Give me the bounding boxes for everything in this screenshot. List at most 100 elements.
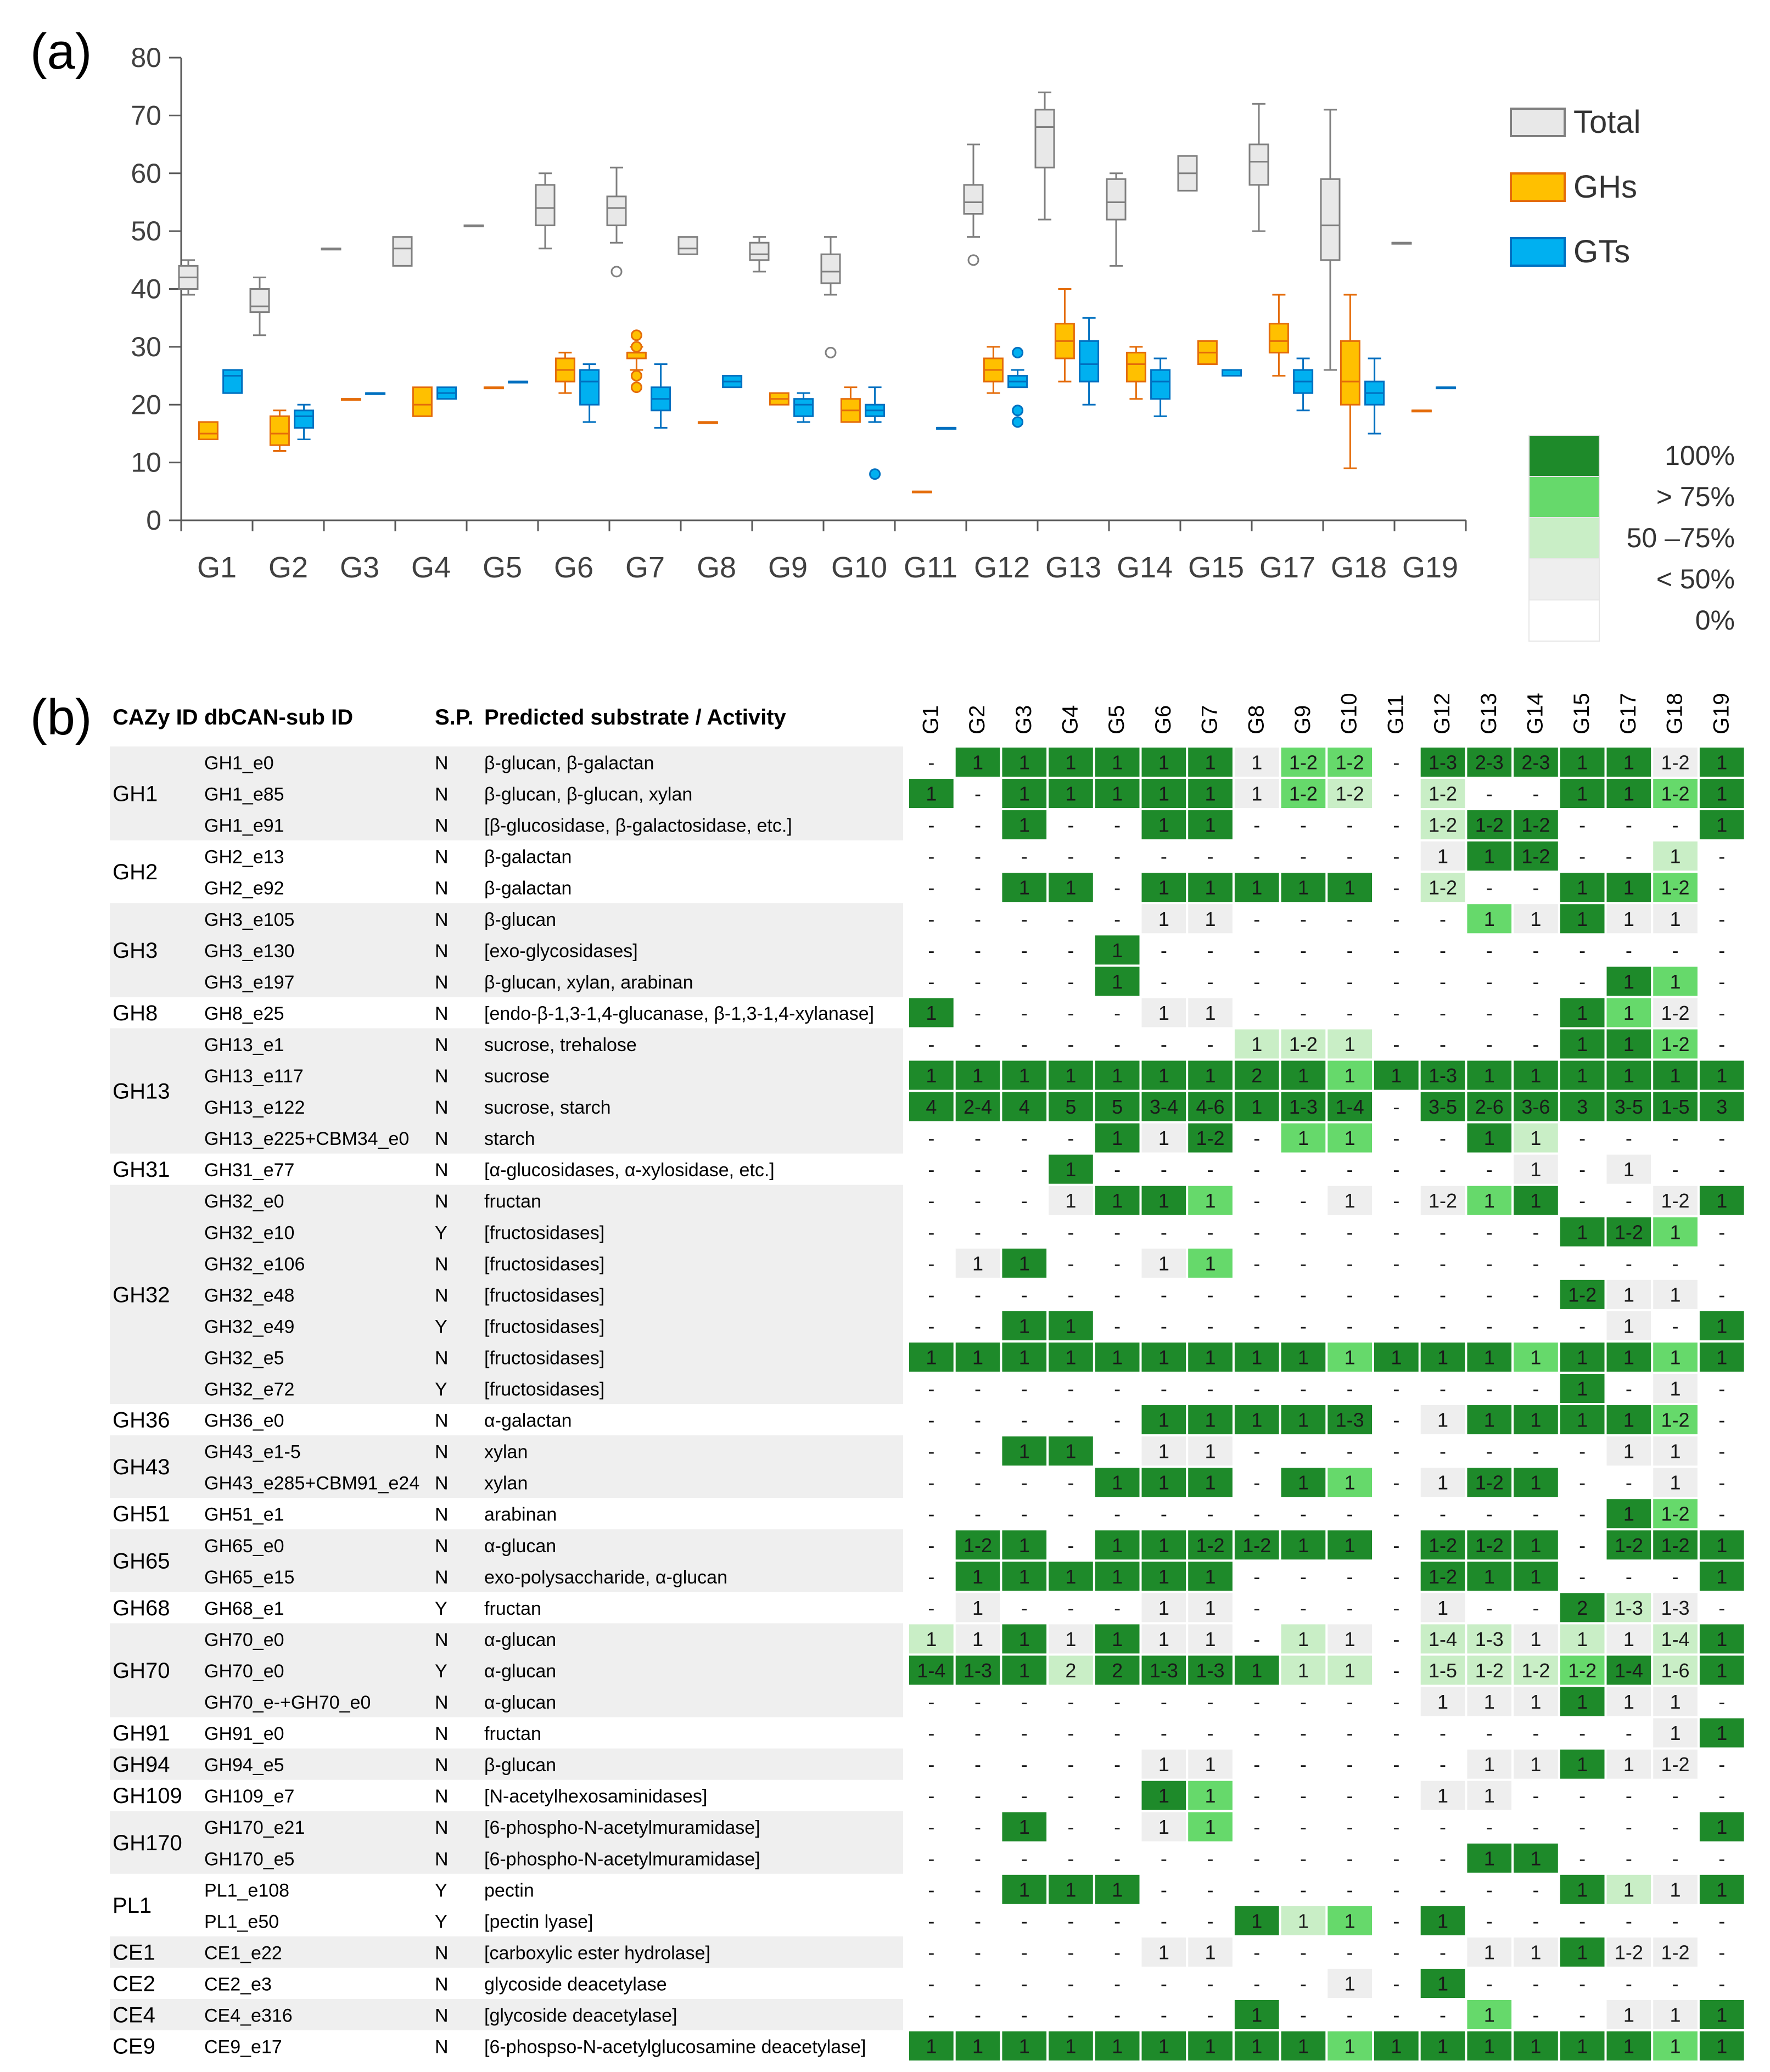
cell-value: -	[974, 1691, 981, 1713]
cell-value: 1	[1623, 877, 1634, 899]
cell-value: -	[1718, 1784, 1725, 1807]
row-substrate: [fructosidases]	[484, 1254, 604, 1274]
cell-value: -	[974, 970, 981, 993]
x-tick-label: G8	[697, 551, 736, 584]
cell-value: -	[1300, 1847, 1307, 1869]
heat-cell	[1328, 2031, 1372, 2061]
heat-cell	[1141, 779, 1186, 808]
heat-cell	[1514, 841, 1558, 871]
cell-value: -	[1718, 877, 1725, 899]
cell-value: -	[1021, 1691, 1028, 1713]
row-sub-id: GH13_e122	[204, 1097, 305, 1118]
cell-value: -	[1532, 2004, 1539, 2026]
heat-cell	[1560, 1217, 1605, 1246]
cell-value: -	[1718, 1283, 1725, 1306]
cell-value: 1	[972, 1346, 983, 1368]
heat-cell	[1049, 1874, 1093, 1904]
row-signal-peptide: N	[435, 1942, 449, 1963]
cell-value: 1	[1065, 1315, 1076, 1337]
row-sub-id: CE2_e3	[204, 1974, 272, 1995]
heat-cell	[1141, 1562, 1186, 1591]
row-substrate: β-glucan, β-galactan	[484, 753, 654, 774]
cell-value: -	[1718, 970, 1725, 993]
cell-value: -	[1253, 1628, 1260, 1650]
cell-value: 1	[1251, 1096, 1262, 1118]
heat-cell	[1234, 1342, 1279, 1372]
heat-cell	[1560, 1624, 1605, 1654]
row-signal-peptide: N	[435, 1160, 449, 1181]
cell-value: -	[1253, 939, 1260, 962]
cell-value: -	[1161, 1503, 1167, 1525]
heat-cell	[1234, 1029, 1279, 1059]
cell-value: 1	[1205, 783, 1216, 805]
cell-value: 1	[1019, 1534, 1030, 1557]
cell-value: -	[928, 1847, 934, 1869]
heat-cell	[1467, 1060, 1512, 1090]
row-sub-id: GH31_e77	[204, 1160, 294, 1181]
cell-value: -	[928, 1722, 934, 1744]
cell-value: -	[1486, 1972, 1493, 1995]
cell-value: -	[974, 1221, 981, 1243]
cell-value: -	[928, 1534, 934, 1557]
cell-value: -	[1347, 2004, 1353, 2026]
cell-value: -	[1067, 814, 1074, 836]
heat-cell	[1653, 1186, 1698, 1215]
cell-value: -	[974, 877, 981, 899]
heat-cell	[1653, 1279, 1698, 1309]
cell-value: -	[1114, 1252, 1121, 1274]
heat-cell	[1699, 1812, 1744, 1841]
heat-cell	[1606, 2031, 1651, 2061]
cell-value: -	[1439, 1753, 1446, 1776]
heat-cell	[1281, 779, 1326, 808]
heat-cell	[1328, 1123, 1372, 1153]
cell-value: 1	[926, 1346, 937, 1368]
cell-value: 1-2	[1615, 1941, 1643, 1963]
cell-value: -	[1626, 1565, 1632, 1588]
cell-value: -	[1161, 1033, 1167, 1055]
cell-value: -	[1532, 877, 1539, 899]
heat-cell	[1188, 748, 1233, 777]
heat-cell	[1002, 1562, 1047, 1591]
family-label: GH43	[113, 1455, 170, 1479]
cell-value: 1	[1716, 751, 1727, 774]
family-band	[110, 1184, 903, 1405]
cell-value: 1	[1670, 970, 1681, 993]
row-sub-id: GH32_e48	[204, 1285, 294, 1306]
cell-value: -	[1207, 1378, 1214, 1400]
heat-cell	[1467, 1186, 1512, 1215]
cell-value: 1	[1298, 1628, 1309, 1650]
cell-value: -	[1300, 2004, 1307, 2026]
cell-value: -	[1021, 1753, 1028, 1776]
cell-value: -	[1300, 939, 1307, 962]
heat-cell	[955, 1530, 1000, 1560]
cell-value: -	[1300, 1816, 1307, 1838]
heat-cell	[1002, 2031, 1047, 2061]
cell-value: 1	[1112, 783, 1123, 805]
box-ghs	[1340, 340, 1360, 406]
heat-cell	[1141, 1655, 1186, 1685]
heat-cell	[1606, 1029, 1651, 1059]
heat-cell	[1699, 1624, 1744, 1654]
heat-cell	[1141, 1624, 1186, 1654]
cell-value: 1	[1577, 1878, 1588, 1901]
heat-cell	[1420, 1186, 1465, 1215]
heat-cell	[1281, 1092, 1326, 1121]
cell-value: -	[1626, 1472, 1632, 1494]
cell-value: -	[1672, 1784, 1679, 1807]
row-sub-id: PL1_e50	[204, 1911, 279, 1932]
cell-value: -	[928, 1691, 934, 1713]
cell-value: -	[1347, 845, 1353, 868]
cell-value: -	[1114, 908, 1121, 930]
row-substrate: glycoside deacetylase	[484, 1974, 667, 1995]
cell-value: 2	[1251, 1064, 1262, 1087]
cell-value: -	[1207, 845, 1214, 868]
y-tick-label: 40	[131, 274, 161, 305]
box-total	[392, 236, 413, 267]
cell-value: -	[1672, 1252, 1679, 1274]
cell-value: -	[1439, 1378, 1446, 1400]
cell-value: 1	[1530, 2035, 1541, 2058]
x-tick-label: G9	[768, 551, 808, 584]
cell-value: -	[974, 1440, 981, 1463]
cell-value: 1	[1716, 783, 1727, 805]
cell-value: 1	[1530, 1472, 1541, 1494]
